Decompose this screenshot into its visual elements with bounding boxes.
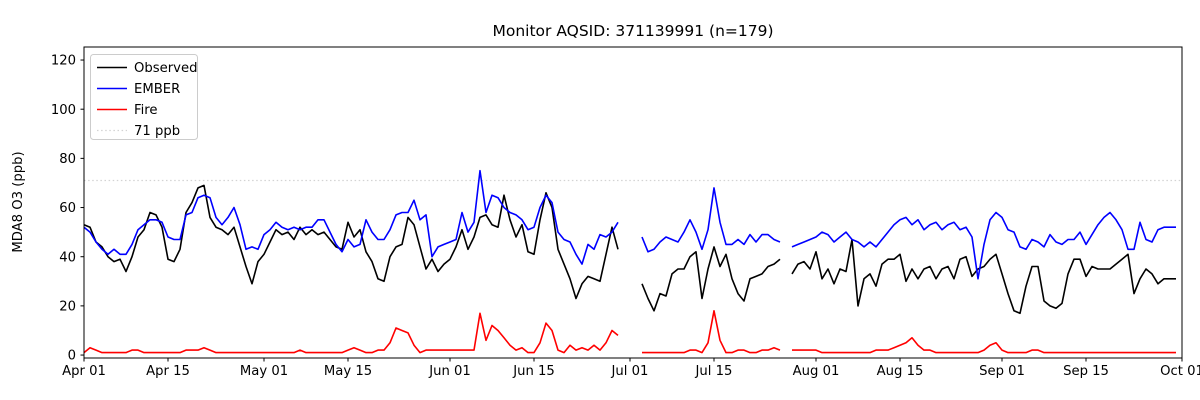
legend: Observed EMBER Fire 71 ppb bbox=[90, 54, 198, 140]
x-tick-label: Jul 01 bbox=[611, 364, 649, 379]
ember-line bbox=[83, 169, 1176, 280]
fire-line bbox=[83, 310, 1176, 354]
legend-label-ember: EMBER bbox=[134, 82, 180, 97]
x-tick-label: Aug 15 bbox=[877, 364, 924, 379]
y-tick-label: 120 bbox=[51, 54, 76, 69]
chart-title: Monitor AQSID: 371139991 (n=179) bbox=[492, 22, 773, 40]
y-tick-label: 20 bbox=[59, 299, 76, 314]
legend-label-observed: Observed bbox=[134, 61, 197, 76]
y-tick-label: 40 bbox=[59, 250, 76, 265]
legend-label-fire: Fire bbox=[134, 103, 158, 118]
x-tick-label: May 15 bbox=[324, 364, 372, 379]
y-axis-label: MDA8 O3 (ppb) bbox=[11, 151, 26, 252]
x-tick-label: Sep 01 bbox=[979, 364, 1025, 379]
x-tick-label: Aug 01 bbox=[793, 364, 840, 379]
x-tick-label: Jul 15 bbox=[695, 364, 733, 379]
x-tick-label: Sep 15 bbox=[1063, 364, 1109, 379]
legend-label-71-ppb: 71 ppb bbox=[134, 124, 180, 139]
observed-line bbox=[83, 184, 1176, 315]
x-tick-label: Jun 15 bbox=[512, 364, 555, 379]
y-tick-label: 100 bbox=[51, 103, 76, 118]
plot-area: 0 20 40 60 80 100 120 Apr 01 Apr 15 May 01 May 15 J… bbox=[51, 46, 1200, 379]
legend-box bbox=[90, 54, 198, 140]
axes-box bbox=[83, 46, 1183, 359]
y-tick-label: 60 bbox=[59, 201, 76, 216]
x-tick-label: Apr 15 bbox=[146, 364, 190, 379]
y-tick-label: 0 bbox=[68, 349, 76, 364]
y-tick-label: 80 bbox=[59, 152, 76, 167]
x-tick-label: Apr 01 bbox=[62, 364, 106, 379]
x-tick-label: Oct 01 bbox=[1160, 364, 1200, 379]
x-tick-label: Jun 01 bbox=[428, 364, 471, 379]
x-tick-label: May 01 bbox=[240, 364, 288, 379]
